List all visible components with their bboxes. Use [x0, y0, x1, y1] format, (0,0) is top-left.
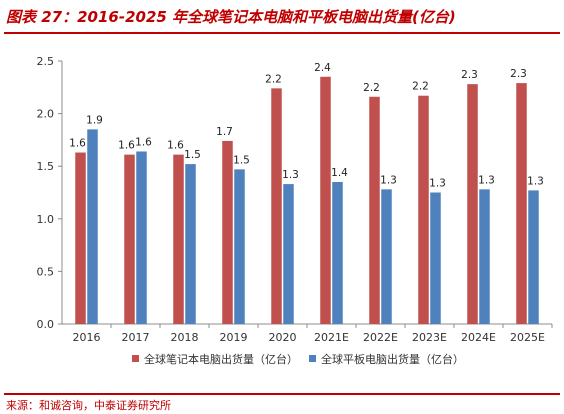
- y-tick-label: 2.0: [37, 108, 55, 121]
- bar-notebook: [418, 95, 429, 324]
- bar-notebook: [271, 88, 282, 324]
- x-tick-label: 2020: [269, 331, 297, 344]
- data-label-tablet: 1.3: [478, 174, 495, 186]
- source-divider: [4, 393, 560, 395]
- bar-tablet: [87, 129, 98, 324]
- legend-swatch-notebook: [132, 355, 139, 362]
- x-tick-label: 2024E: [461, 331, 496, 344]
- data-label-tablet: 1.4: [331, 167, 348, 179]
- x-tick-label: 2016: [73, 331, 101, 344]
- title-divider: [4, 32, 560, 34]
- y-tick-label: 1.0: [37, 213, 55, 226]
- bar-notebook: [467, 84, 478, 324]
- bar-tablet: [479, 189, 490, 324]
- data-label-notebook: 2.3: [510, 68, 527, 80]
- bar-tablet: [185, 164, 196, 324]
- legend-swatch-tablet: [309, 355, 316, 362]
- data-label-tablet: 1.5: [184, 149, 201, 161]
- x-tick-label: 2021E: [314, 331, 349, 344]
- bar-notebook: [516, 83, 527, 324]
- bar-notebook: [222, 140, 233, 324]
- data-label-tablet: 1.3: [527, 175, 544, 187]
- data-label-notebook: 1.6: [69, 138, 86, 150]
- x-tick-label: 2025E: [510, 331, 545, 344]
- bar-tablet: [332, 181, 343, 324]
- chart-title: 图表 27：2016-2025 年全球笔记本电脑和平板电脑出货量(亿台): [6, 8, 456, 26]
- x-tick-label: 2023E: [412, 331, 447, 344]
- data-label-tablet: 1.3: [429, 178, 446, 190]
- data-label-notebook: 2.4: [314, 62, 331, 74]
- data-label-tablet: 1.3: [282, 169, 299, 181]
- data-label-notebook: 2.3: [461, 69, 478, 81]
- x-tick-label: 2017: [122, 331, 150, 344]
- bar-notebook: [173, 154, 184, 324]
- bar-notebook: [320, 76, 331, 324]
- x-tick-label: 2018: [171, 331, 199, 344]
- bar-tablet: [528, 190, 539, 324]
- legend-label-notebook: 全球笔记本电脑出货量（亿台）: [144, 352, 298, 366]
- y-tick-label: 1.5: [37, 160, 55, 173]
- data-label-tablet: 1.9: [86, 114, 103, 126]
- y-tick-label: 0.5: [37, 265, 55, 278]
- data-label-notebook: 1.6: [167, 140, 184, 152]
- bar-tablet: [283, 184, 294, 324]
- x-tick-label: 2022E: [363, 331, 398, 344]
- source-note: 来源：和诚咨询，中泰证券研究所: [6, 399, 171, 412]
- data-label-tablet: 1.5: [233, 154, 250, 166]
- bar-notebook: [124, 154, 135, 324]
- y-tick-label: 2.5: [37, 55, 55, 68]
- bar-notebook: [75, 152, 86, 324]
- data-label-tablet: 1.6: [135, 136, 152, 148]
- data-label-notebook: 2.2: [363, 82, 380, 94]
- data-label-notebook: 2.2: [265, 73, 282, 85]
- legend-label-tablet: 全球平板电脑出货量（亿台）: [321, 352, 464, 366]
- bar-notebook: [369, 96, 380, 324]
- data-label-tablet: 1.3: [380, 174, 397, 186]
- data-label-notebook: 2.2: [412, 81, 429, 93]
- y-tick-label: 0.0: [37, 318, 55, 331]
- data-label-notebook: 1.6: [118, 140, 135, 152]
- bar-tablet: [381, 189, 392, 324]
- bar-tablet: [234, 169, 245, 324]
- x-tick-label: 2019: [220, 331, 248, 344]
- bar-tablet: [136, 151, 147, 324]
- data-label-notebook: 1.7: [216, 126, 233, 138]
- bar-tablet: [430, 192, 441, 324]
